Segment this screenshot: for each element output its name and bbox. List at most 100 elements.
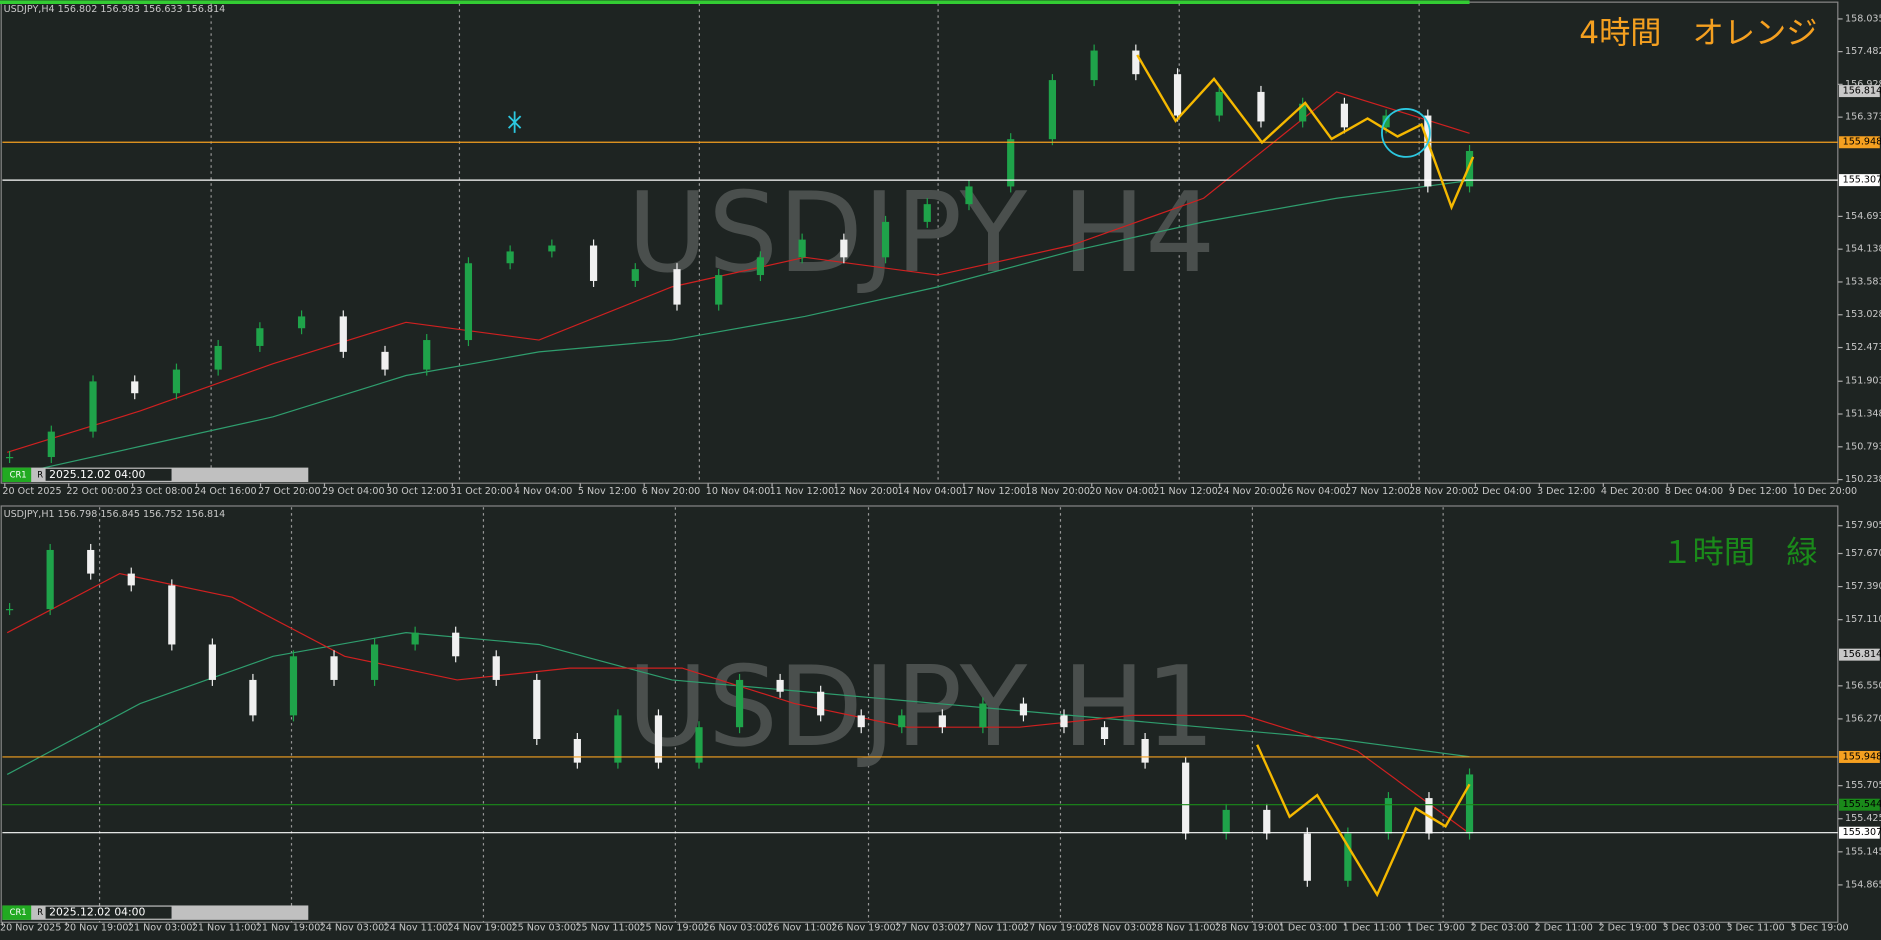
x-tick-label: 10 Dec 20:00	[1793, 486, 1857, 497]
candle	[573, 739, 581, 763]
mode-label: R	[37, 907, 43, 917]
x-tick-label: 24 Nov 03:00	[320, 923, 385, 934]
candle	[614, 715, 622, 763]
x-tick-label: 14 Nov 04:00	[898, 486, 963, 497]
y-tick-label: 153.028	[1845, 309, 1881, 320]
candle	[881, 221, 890, 258]
x-tick-label: 2 Dec 19:00	[1598, 923, 1656, 934]
candle	[289, 656, 298, 716]
y-tick-label: 157.905	[1845, 520, 1881, 531]
x-tick-label: 27 Nov 19:00	[1023, 923, 1088, 934]
candle	[131, 381, 139, 394]
candle	[249, 679, 257, 716]
date-label: 2025.12.02 04:00	[49, 468, 145, 481]
candle	[1465, 774, 1474, 834]
watermark: USDJPY H1	[627, 644, 1215, 772]
watermark: USDJPY H4	[627, 170, 1215, 298]
candle	[1424, 115, 1432, 187]
candle	[1007, 139, 1015, 187]
profile-tab-label: CR1	[10, 469, 27, 479]
y-tick-label: 157.390	[1845, 581, 1881, 592]
y-tick-label: 151.348	[1845, 409, 1881, 420]
x-tick-label: 27 Nov 12:00	[1345, 486, 1410, 497]
candle	[533, 679, 541, 740]
candle	[172, 369, 181, 394]
x-tick-label: 21 Nov 19:00	[256, 923, 321, 934]
candle	[1019, 703, 1028, 716]
candle	[1141, 739, 1149, 763]
candle	[1182, 762, 1190, 834]
panel-header: USDJPY,H1 156.798 156.845 156.752 156.81…	[4, 509, 226, 520]
x-tick-label: 2 Dec 04:00	[1473, 486, 1531, 497]
x-tick-label: 12 Nov 20:00	[834, 486, 899, 497]
y-tick-label: 151.903	[1845, 376, 1881, 387]
candle	[840, 239, 848, 258]
x-tick-label: 2 Dec 11:00	[1535, 923, 1593, 934]
candle	[923, 204, 931, 222]
candle	[492, 656, 500, 680]
x-tick-label: 6 Nov 20:00	[642, 486, 700, 497]
profile-tab-label: CR1	[10, 907, 27, 917]
x-tick-label: 20 Nov 2025	[0, 923, 61, 934]
candle	[715, 275, 723, 305]
x-tick-label: 27 Nov 03:00	[895, 923, 960, 934]
x-tick-label: 2 Dec 03:00	[1471, 923, 1529, 934]
candle	[898, 715, 906, 728]
price-tag	[1839, 750, 1880, 763]
annotation: 4時間 オレンジ	[1579, 16, 1817, 52]
x-tick-label: 21 Nov 03:00	[128, 923, 193, 934]
date-label: 2025.12.02 04:00	[49, 906, 145, 919]
candle	[1299, 103, 1307, 122]
annotation: １時間 緑	[1661, 535, 1817, 571]
x-tick-label: 26 Nov 04:00	[1281, 486, 1346, 497]
x-tick-label: 27 Oct 20:00	[258, 486, 320, 497]
x-tick-label: 29 Oct 04:00	[322, 486, 384, 497]
candle	[965, 186, 973, 205]
x-tick-label: 4 Nov 04:00	[514, 486, 572, 497]
candle	[127, 573, 135, 586]
mode-label: R	[37, 469, 43, 479]
candle	[339, 316, 347, 352]
candle	[506, 251, 514, 264]
x-tick-label: 8 Dec 04:00	[1665, 486, 1723, 497]
candle	[1132, 50, 1140, 75]
y-tick-label: 157.110	[1845, 614, 1881, 625]
x-tick-label: 26 Nov 19:00	[831, 923, 896, 934]
x-tick-label: 25 Nov 03:00	[512, 923, 577, 934]
candle	[673, 269, 681, 305]
x-tick-label: 3 Dec 03:00	[1662, 923, 1720, 934]
x-tick-label: 1 Dec 03:00	[1279, 923, 1337, 934]
x-tick-label: 28 Nov 03:00	[1087, 923, 1152, 934]
x-tick-label: 20 Nov 19:00	[64, 923, 129, 934]
x-tick-label: 28 Nov 11:00	[1151, 923, 1216, 934]
price-tag-label: 155.948	[1843, 751, 1881, 762]
candle	[89, 381, 97, 432]
x-tick-label: 24 Nov 11:00	[384, 923, 449, 934]
candle	[1173, 74, 1182, 116]
x-tick-label: 31 Oct 20:00	[450, 486, 512, 497]
x-tick-label: 5 Nov 12:00	[578, 486, 636, 497]
y-tick-label: 155.425	[1845, 813, 1881, 824]
y-tick-label: 155.145	[1845, 846, 1881, 857]
candle	[5, 609, 14, 611]
price-tag	[1839, 174, 1880, 187]
candle	[589, 245, 598, 281]
candle	[1340, 103, 1348, 128]
candle	[1222, 809, 1230, 834]
candle	[1048, 80, 1057, 140]
y-tick-label: 152.473	[1845, 342, 1881, 353]
price-tag	[1839, 85, 1880, 98]
x-tick-label: 23 Oct 08:00	[130, 486, 192, 497]
candle	[5, 457, 14, 459]
y-tick-label: 156.550	[1845, 680, 1881, 691]
candle	[168, 585, 176, 645]
x-tick-label: 4 Dec 20:00	[1601, 486, 1659, 497]
x-tick-label: 10 Nov 04:00	[706, 486, 771, 497]
x-tick-label: 24 Oct 16:00	[194, 486, 256, 497]
profile-tab	[2, 467, 32, 482]
candle	[979, 703, 987, 728]
y-tick-label: 156.270	[1845, 713, 1881, 724]
x-tick-label: 25 Nov 19:00	[639, 923, 704, 934]
